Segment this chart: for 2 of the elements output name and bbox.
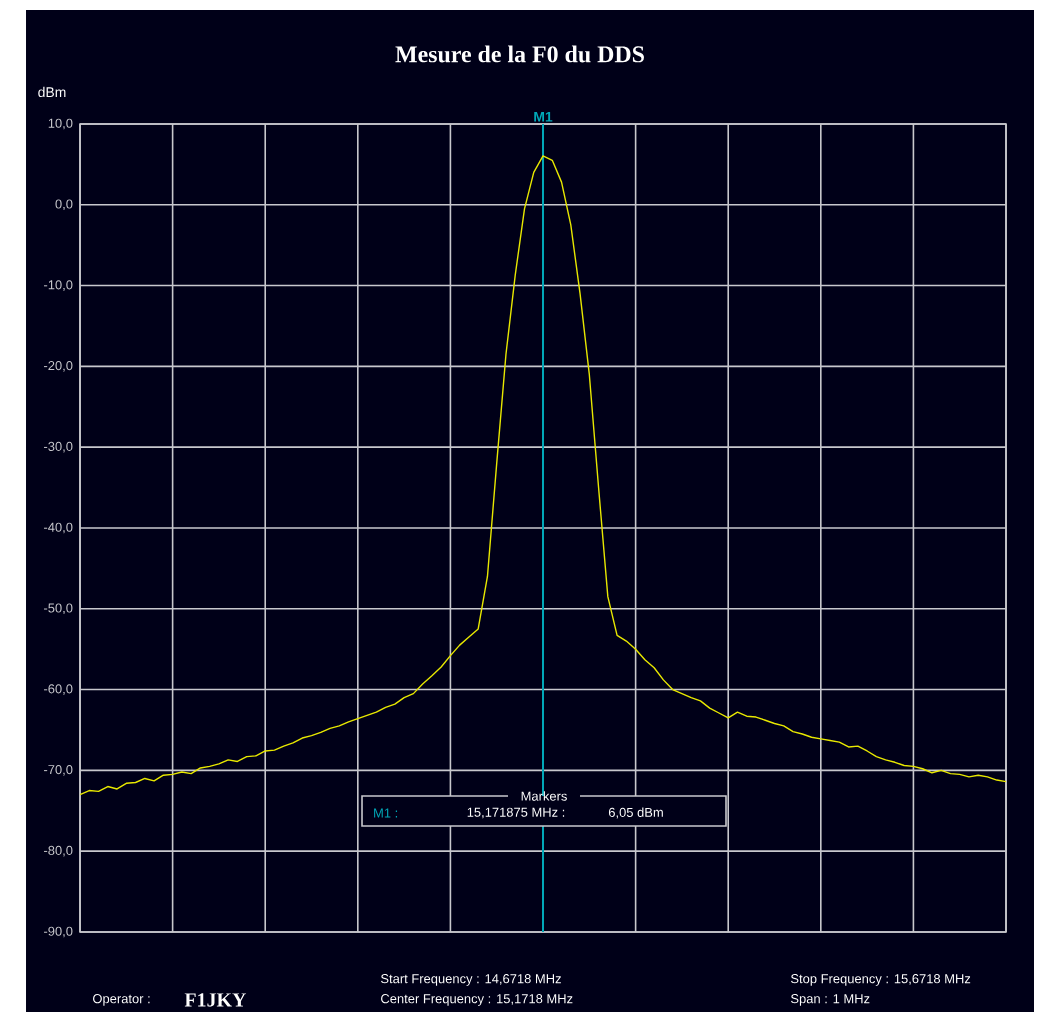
text: F1JKY [184, 993, 247, 1007]
chart-title: Mesure de la F0 du DDS [395, 45, 644, 63]
